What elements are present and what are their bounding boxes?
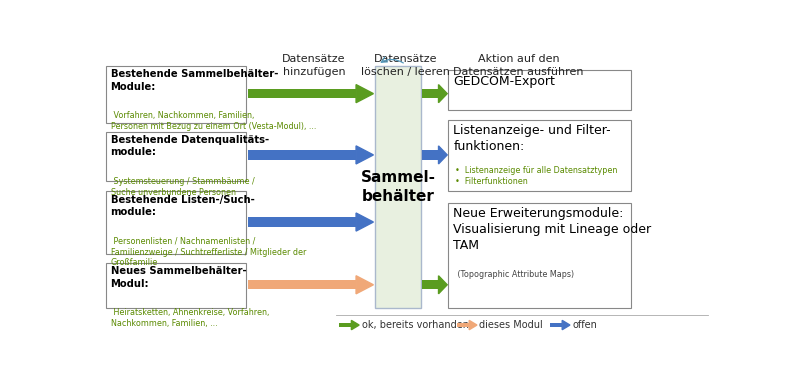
Bar [422,280,438,290]
FancyBboxPatch shape [449,120,631,191]
Polygon shape [469,320,477,330]
Bar [422,89,438,98]
Text: ok, bereits vorhanden: ok, bereits vorhanden [362,320,469,330]
Polygon shape [438,146,447,164]
Text: Bestehende Sammelbehälter-
Module:: Bestehende Sammelbehälter- Module: [110,69,278,92]
Bar [338,323,351,327]
FancyBboxPatch shape [374,66,421,308]
FancyBboxPatch shape [449,70,631,110]
Text: Bestehende Datenqualitäts-
module:: Bestehende Datenqualitäts- module: [110,135,269,157]
Text: Sammel-
behälter: Sammel- behälter [361,170,435,204]
Text: Aktion auf den
Datensätzen ausführen: Aktion auf den Datensätzen ausführen [454,54,584,77]
Text: Datensätze
hinzufügen: Datensätze hinzufügen [282,54,346,77]
Text: offen: offen [573,320,598,330]
Text: dieses Modul: dieses Modul [479,320,543,330]
Bar [247,150,356,160]
Bar [247,217,356,227]
Polygon shape [438,85,447,103]
Polygon shape [356,213,374,231]
Text: (Topographic Attribute Maps): (Topographic Attribute Maps) [455,271,574,279]
Polygon shape [356,146,374,164]
Text: Personenlisten / Nachnamenlisten /
Familienzweige / Suchtrefferliste / Mitgliede: Personenlisten / Nachnamenlisten / Famil… [110,237,306,268]
Polygon shape [351,320,359,330]
Polygon shape [438,276,447,294]
FancyBboxPatch shape [106,191,246,254]
Text: GEDCOM-Export: GEDCOM-Export [454,75,555,88]
Bar [550,323,562,327]
Text: Heiratsketten, Ahnenkreise, Vorfahren,
Nachkommen, Familien, ...: Heiratsketten, Ahnenkreise, Vorfahren, N… [110,309,269,328]
Polygon shape [562,320,570,330]
FancyBboxPatch shape [449,203,631,308]
Polygon shape [356,276,374,294]
Text: Listenanzeige- und Filter-
funktionen:: Listenanzeige- und Filter- funktionen: [454,124,611,153]
Text: •  Listenanzeige für alle Datensatztypen
•  Filterfunktionen: • Listenanzeige für alle Datensatztypen … [455,166,618,186]
Text: Bestehende Listen-/Such-
module:: Bestehende Listen-/Such- module: [110,195,254,217]
Text: Neues Sammelbehälter-
Modul:: Neues Sammelbehälter- Modul: [110,266,246,289]
FancyBboxPatch shape [106,132,246,181]
Bar [422,150,438,160]
Bar [247,280,356,290]
Text: Vorfahren, Nachkommen, Familien,
Personen mit Bezug zu einem Ort (Vesta-Modul), : Vorfahren, Nachkommen, Familien, Persone… [110,111,316,131]
Text: Datensätze
löschen / leeren: Datensätze löschen / leeren [362,54,450,77]
Polygon shape [356,85,374,103]
Bar [247,89,356,98]
Text: Systemsteuerung / Stammbäume /
Suche unverbundene Personen: Systemsteuerung / Stammbäume / Suche unv… [110,177,254,197]
FancyBboxPatch shape [106,263,246,308]
Bar [457,323,469,327]
FancyBboxPatch shape [106,66,246,123]
Text: Neue Erweiterungsmodule:
Visualisierung mit Lineage oder
TAM: Neue Erweiterungsmodule: Visualisierung … [454,207,651,252]
